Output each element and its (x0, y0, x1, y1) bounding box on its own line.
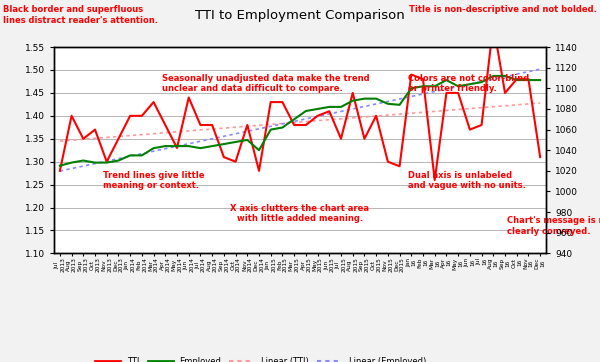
Legend: TTI, Employed, Linear (TTI), Linear (Employed): TTI, Employed, Linear (TTI), Linear (Emp… (92, 353, 430, 362)
Text: Chart's message is not
clearly conveyed.: Chart's message is not clearly conveyed. (506, 216, 600, 236)
Text: Dual axis is unlabeled
and vague with no units.: Dual axis is unlabeled and vague with no… (408, 171, 526, 190)
Text: Black border and superfluous
lines distract reader's attention.: Black border and superfluous lines distr… (3, 5, 158, 25)
Text: Seasonally unadjusted data make the trend
unclear and data difficult to compare.: Seasonally unadjusted data make the tren… (162, 74, 370, 93)
Text: TTI to Employment Comparison: TTI to Employment Comparison (195, 9, 405, 22)
Text: Trend lines give little
meaning or context.: Trend lines give little meaning or conte… (103, 171, 205, 190)
Text: X axis clutters the chart area
with little added meaning.: X axis clutters the chart area with litt… (230, 204, 370, 223)
Text: Colors are not color-blind
or printer friendly.: Colors are not color-blind or printer fr… (408, 74, 529, 93)
Text: Title is non-descriptive and not bolded.: Title is non-descriptive and not bolded. (409, 5, 597, 14)
